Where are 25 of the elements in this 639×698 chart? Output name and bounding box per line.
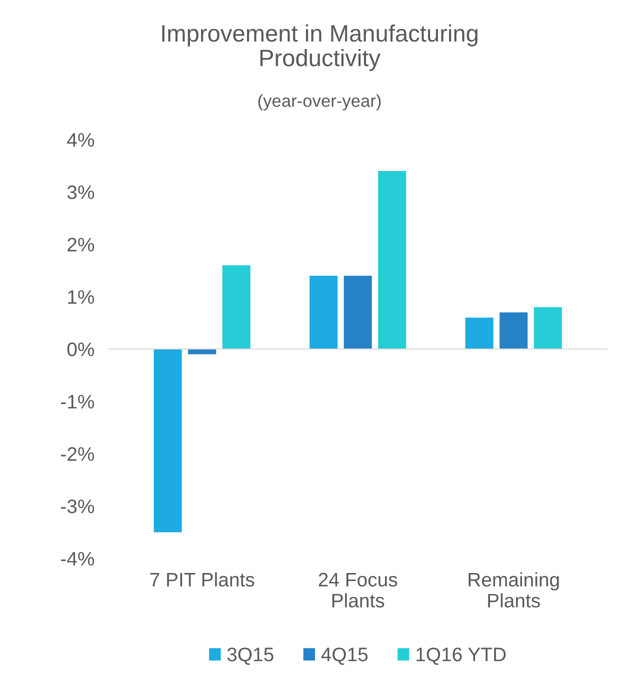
y-tick-label: -1% <box>61 394 94 409</box>
bar <box>222 265 250 349</box>
y-tick-label: 3% <box>67 185 94 200</box>
y-tick-label: -4% <box>61 552 94 566</box>
legend-label: 4Q15 <box>321 648 368 665</box>
y-tick-label: 1% <box>68 290 94 304</box>
x-tick-label: 7 PIT Plants <box>150 572 254 587</box>
x-tick-label: Remaining Plants <box>468 572 559 608</box>
bar <box>378 171 406 349</box>
y-tick-label: -3% <box>61 500 94 514</box>
bar <box>534 307 562 349</box>
legend-label: 3Q15 <box>227 648 274 665</box>
y-tick-label: 2% <box>68 238 94 252</box>
bar <box>500 312 528 349</box>
chart-subtitle: (year-over-year) <box>258 94 381 110</box>
bar <box>344 276 372 349</box>
y-tick-label: -2% <box>61 447 94 461</box>
bar <box>310 276 338 349</box>
bar <box>154 349 182 532</box>
bar <box>465 318 494 349</box>
y-tick-label: 4% <box>67 133 94 147</box>
chart-title: Improvement in Manufacturing Productivity <box>162 24 478 72</box>
x-tick-label: 24 Focus Plants <box>318 572 398 608</box>
legend-label: 1Q16 YTD <box>416 648 506 665</box>
y-tick-label: 0% <box>67 342 94 356</box>
